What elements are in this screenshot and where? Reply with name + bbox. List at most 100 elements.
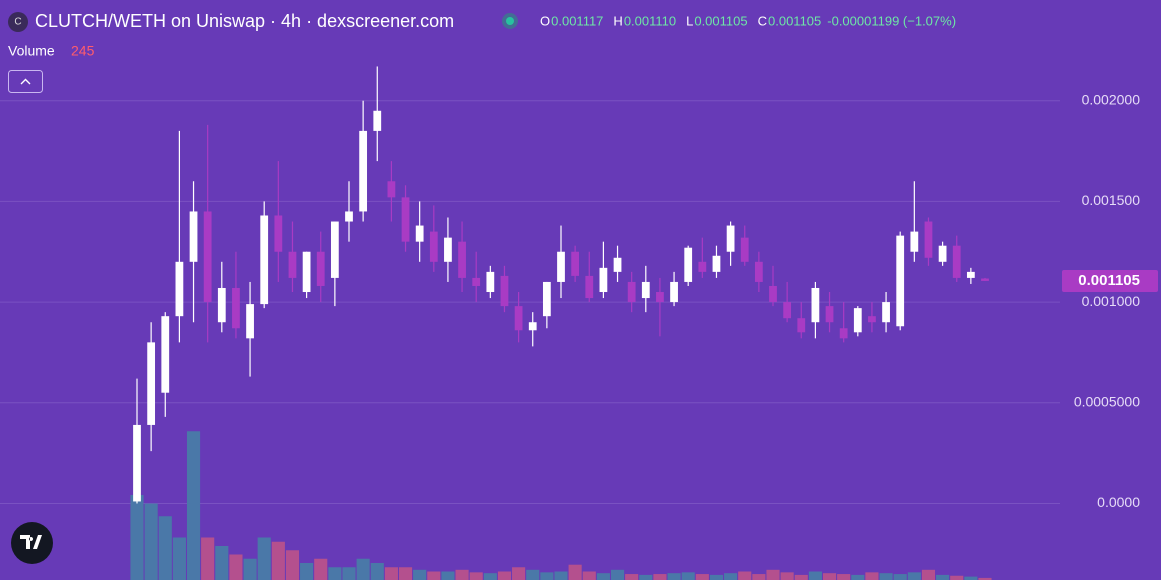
candle-body [811, 287, 820, 323]
candle-body [726, 225, 735, 252]
volume-bar [441, 571, 455, 580]
volume-bar [766, 569, 780, 580]
candle-body [868, 316, 876, 323]
volume-bar [384, 567, 398, 580]
candle-body [981, 278, 989, 281]
volume-bar [497, 571, 512, 580]
tradingview-logo[interactable] [11, 522, 53, 564]
y-tick-label: 0.0005000 [1074, 393, 1140, 409]
candle-body [882, 302, 890, 323]
candle-body [500, 275, 509, 307]
candle-body [528, 322, 537, 331]
candle-body [924, 221, 933, 258]
candle-body [670, 281, 678, 303]
candle-body [825, 306, 834, 323]
candle-body [839, 328, 848, 339]
candle-body [896, 235, 905, 327]
change-value: -0.00001199 (−1.07%) [827, 13, 956, 28]
candle-body [189, 211, 198, 262]
candle-body [585, 275, 594, 299]
candle-body [175, 261, 184, 317]
candle-body [613, 257, 622, 272]
volume-bar [370, 563, 384, 580]
y-tick-label: 0.0000 [1097, 494, 1140, 510]
ohlc-value: 0.001110 [624, 13, 676, 28]
candle-body [754, 261, 763, 282]
y-tick-label: 0.001500 [1082, 192, 1141, 208]
volume-bar [554, 571, 568, 580]
candle-body [161, 316, 170, 393]
candle-body [302, 251, 311, 293]
ohlc-value: 0.001105 [694, 13, 747, 28]
volume-bar [398, 567, 413, 580]
volume-bar [469, 572, 483, 580]
candle-body [684, 247, 693, 282]
volume-bar [158, 516, 172, 580]
candle-body [415, 225, 424, 242]
candle-body [373, 110, 382, 131]
volume-bar [271, 541, 285, 580]
candle-body [557, 251, 565, 282]
volume-bar [822, 573, 837, 580]
volume-bar [568, 564, 582, 580]
ohlc-values: O 0.001117 H 0.001110 L 0.001105 C 0.001105 -0.0… [540, 13, 956, 28]
tradingview-logo-mark [20, 535, 42, 549]
candle-body [783, 302, 792, 319]
candle-body [345, 211, 353, 222]
candle-body [330, 221, 339, 278]
candle-body [627, 281, 636, 303]
volume-bar [738, 571, 752, 580]
volume-label: Volume [8, 43, 55, 59]
volume-bar [328, 567, 342, 580]
volume-bar [243, 558, 257, 580]
volume-bar [921, 569, 936, 580]
last-price-label: 0.001105 [1078, 272, 1140, 289]
volume-bar [709, 574, 724, 580]
volume-bar [752, 574, 766, 580]
volume-bar [837, 574, 851, 580]
volume-bar [610, 569, 625, 580]
volume-bar [794, 574, 808, 580]
collapse-icon [20, 78, 31, 85]
volume-bar [526, 569, 540, 580]
volume-bar [483, 573, 497, 580]
candle-body [910, 231, 919, 252]
candle-body [966, 271, 975, 278]
volume-bar [427, 571, 441, 580]
candle-body [458, 241, 466, 278]
collapse-button[interactable] [8, 70, 43, 93]
volume-bar [596, 573, 610, 580]
candle-body [698, 261, 707, 272]
ohlc-key: H [613, 13, 622, 28]
volume-bar [130, 495, 144, 580]
ohlc-key: L [686, 13, 693, 28]
candle-body [429, 231, 438, 262]
volume-bar [413, 569, 427, 580]
volume-bar [215, 546, 229, 580]
candle-body [147, 342, 156, 425]
price-axis: 0.002000 0.001500 0.001000 0.0005000 0.0000 [1074, 91, 1140, 510]
volume-bar [512, 567, 526, 580]
candle-body [232, 287, 240, 329]
candle-body [288, 251, 297, 278]
last-price: 0.001105 [1062, 269, 1158, 292]
volume-bar [540, 572, 554, 580]
chart-title: CLUTCH/WETH on Uniswap · 4h · dexscreene… [35, 11, 454, 31]
candle-body [246, 304, 254, 339]
candle-body [133, 424, 141, 502]
volume-bar [667, 573, 681, 580]
candle-body [740, 237, 749, 262]
volume-bar [356, 558, 370, 580]
volume-bar [893, 574, 907, 580]
volume-bar [582, 571, 596, 580]
symbol-icon [8, 12, 28, 32]
volume-bar [936, 574, 950, 580]
volume-bar [808, 571, 822, 580]
candle-body [274, 215, 283, 252]
candle-body [401, 197, 410, 242]
candle-body [571, 251, 580, 276]
volume-bar [285, 550, 300, 580]
volume-bar [907, 572, 921, 580]
